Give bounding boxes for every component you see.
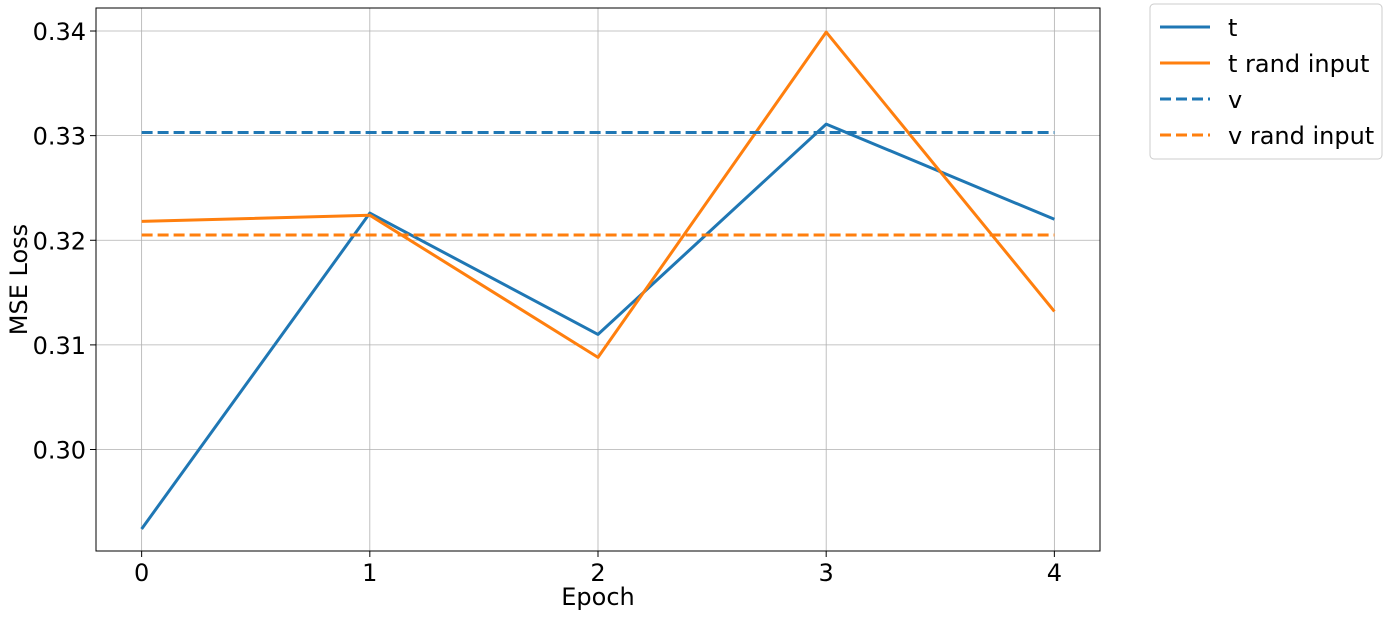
series-line-t-rand-input (141, 30, 1056, 359)
y-tick-label: 0.32 (33, 227, 86, 255)
legend-box (1149, 3, 1383, 160)
y-axis-ticks: 0.30 0.31 0.32 0.33 0.34 (33, 18, 96, 465)
y-tick-label: 0.34 (33, 18, 86, 46)
x-tick-label: 4 (1047, 559, 1062, 587)
x-tick-label: 2 (590, 559, 605, 587)
series-lines (140, 30, 1056, 530)
y-tick-label: 0.33 (33, 123, 86, 151)
legend: t t rand input v v rand input (1149, 3, 1383, 160)
legend-label: v rand input (1228, 122, 1374, 150)
legend-label: v (1228, 86, 1242, 114)
x-tick-label: 0 (134, 559, 149, 587)
y-axis-label: MSE Loss (5, 224, 33, 335)
grid-lines (96, 8, 1100, 551)
legend-items: t t rand input v v rand input (1160, 14, 1374, 150)
legend-label: t rand input (1228, 50, 1369, 78)
series-line-t (140, 122, 1055, 530)
x-tick-label: 1 (362, 559, 377, 587)
x-tick-label: 3 (819, 559, 834, 587)
x-axis-ticks: 0 1 2 3 4 (134, 551, 1062, 587)
legend-label: t (1228, 14, 1237, 42)
y-tick-label: 0.31 (33, 332, 86, 360)
x-axis-label: Epoch (561, 583, 635, 611)
y-tick-label: 0.30 (33, 437, 86, 465)
